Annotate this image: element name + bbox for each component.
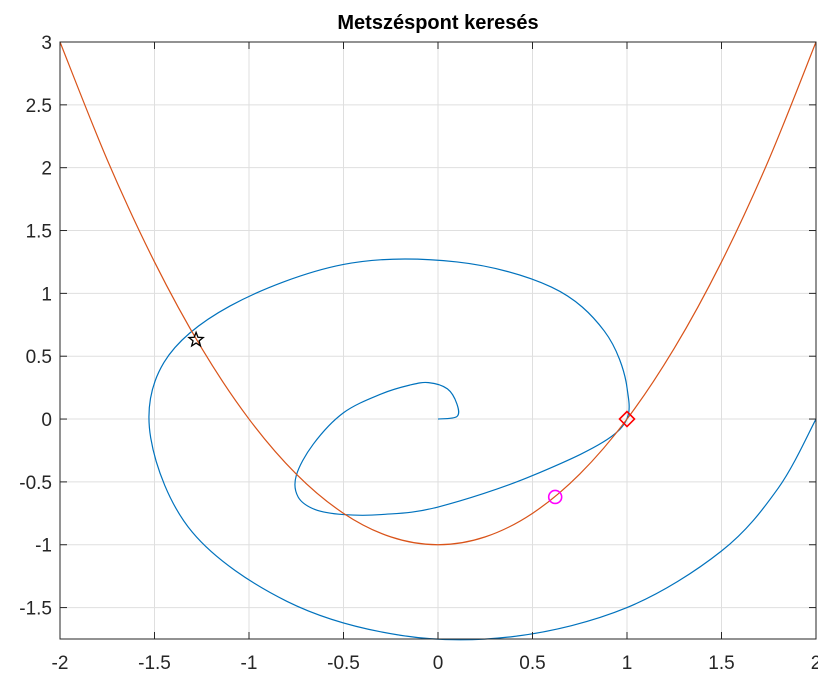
star-marker bbox=[187, 330, 205, 348]
y-tick-label: 2 bbox=[41, 159, 52, 180]
y-tick-label: 1 bbox=[41, 284, 52, 305]
chart-title: Metszéspont keresés bbox=[337, 12, 538, 34]
x-tick-label: 1.5 bbox=[708, 653, 734, 674]
x-tick-label: -2 bbox=[52, 653, 69, 674]
spiral-series-line bbox=[148, 258, 817, 641]
circle-marker bbox=[547, 489, 563, 505]
parabola-series-line bbox=[59, 41, 817, 546]
x-tick-label: 1 bbox=[622, 653, 633, 674]
marker-layer bbox=[187, 330, 636, 505]
y-axis-ticks: -1.5 -1 -0.5 0 0.5 1 1.5 2 2.5 3 bbox=[19, 33, 816, 620]
y-tick-label: 0.5 bbox=[26, 347, 52, 368]
y-tick-label: -1 bbox=[35, 536, 52, 557]
y-tick-label: 2.5 bbox=[26, 96, 52, 117]
y-tick-label: -0.5 bbox=[19, 473, 52, 494]
y-tick-label: 1.5 bbox=[26, 222, 52, 243]
y-tick-label: 3 bbox=[41, 33, 52, 54]
x-tick-label: 0 bbox=[433, 653, 444, 674]
x-tick-label: 2 bbox=[811, 653, 818, 674]
x-tick-label: 0.5 bbox=[519, 653, 545, 674]
series-layer bbox=[59, 41, 817, 641]
y-tick-label: 0 bbox=[41, 410, 52, 431]
x-tick-label: -0.5 bbox=[327, 653, 360, 674]
x-axis-ticks: -2 -1.5 -1 -0.5 0 0.5 1 1.5 2 bbox=[52, 42, 818, 674]
diamond-marker bbox=[618, 410, 636, 428]
x-tick-label: -1 bbox=[241, 653, 258, 674]
y-tick-label: -1.5 bbox=[19, 599, 52, 620]
x-tick-label: -1.5 bbox=[138, 653, 171, 674]
